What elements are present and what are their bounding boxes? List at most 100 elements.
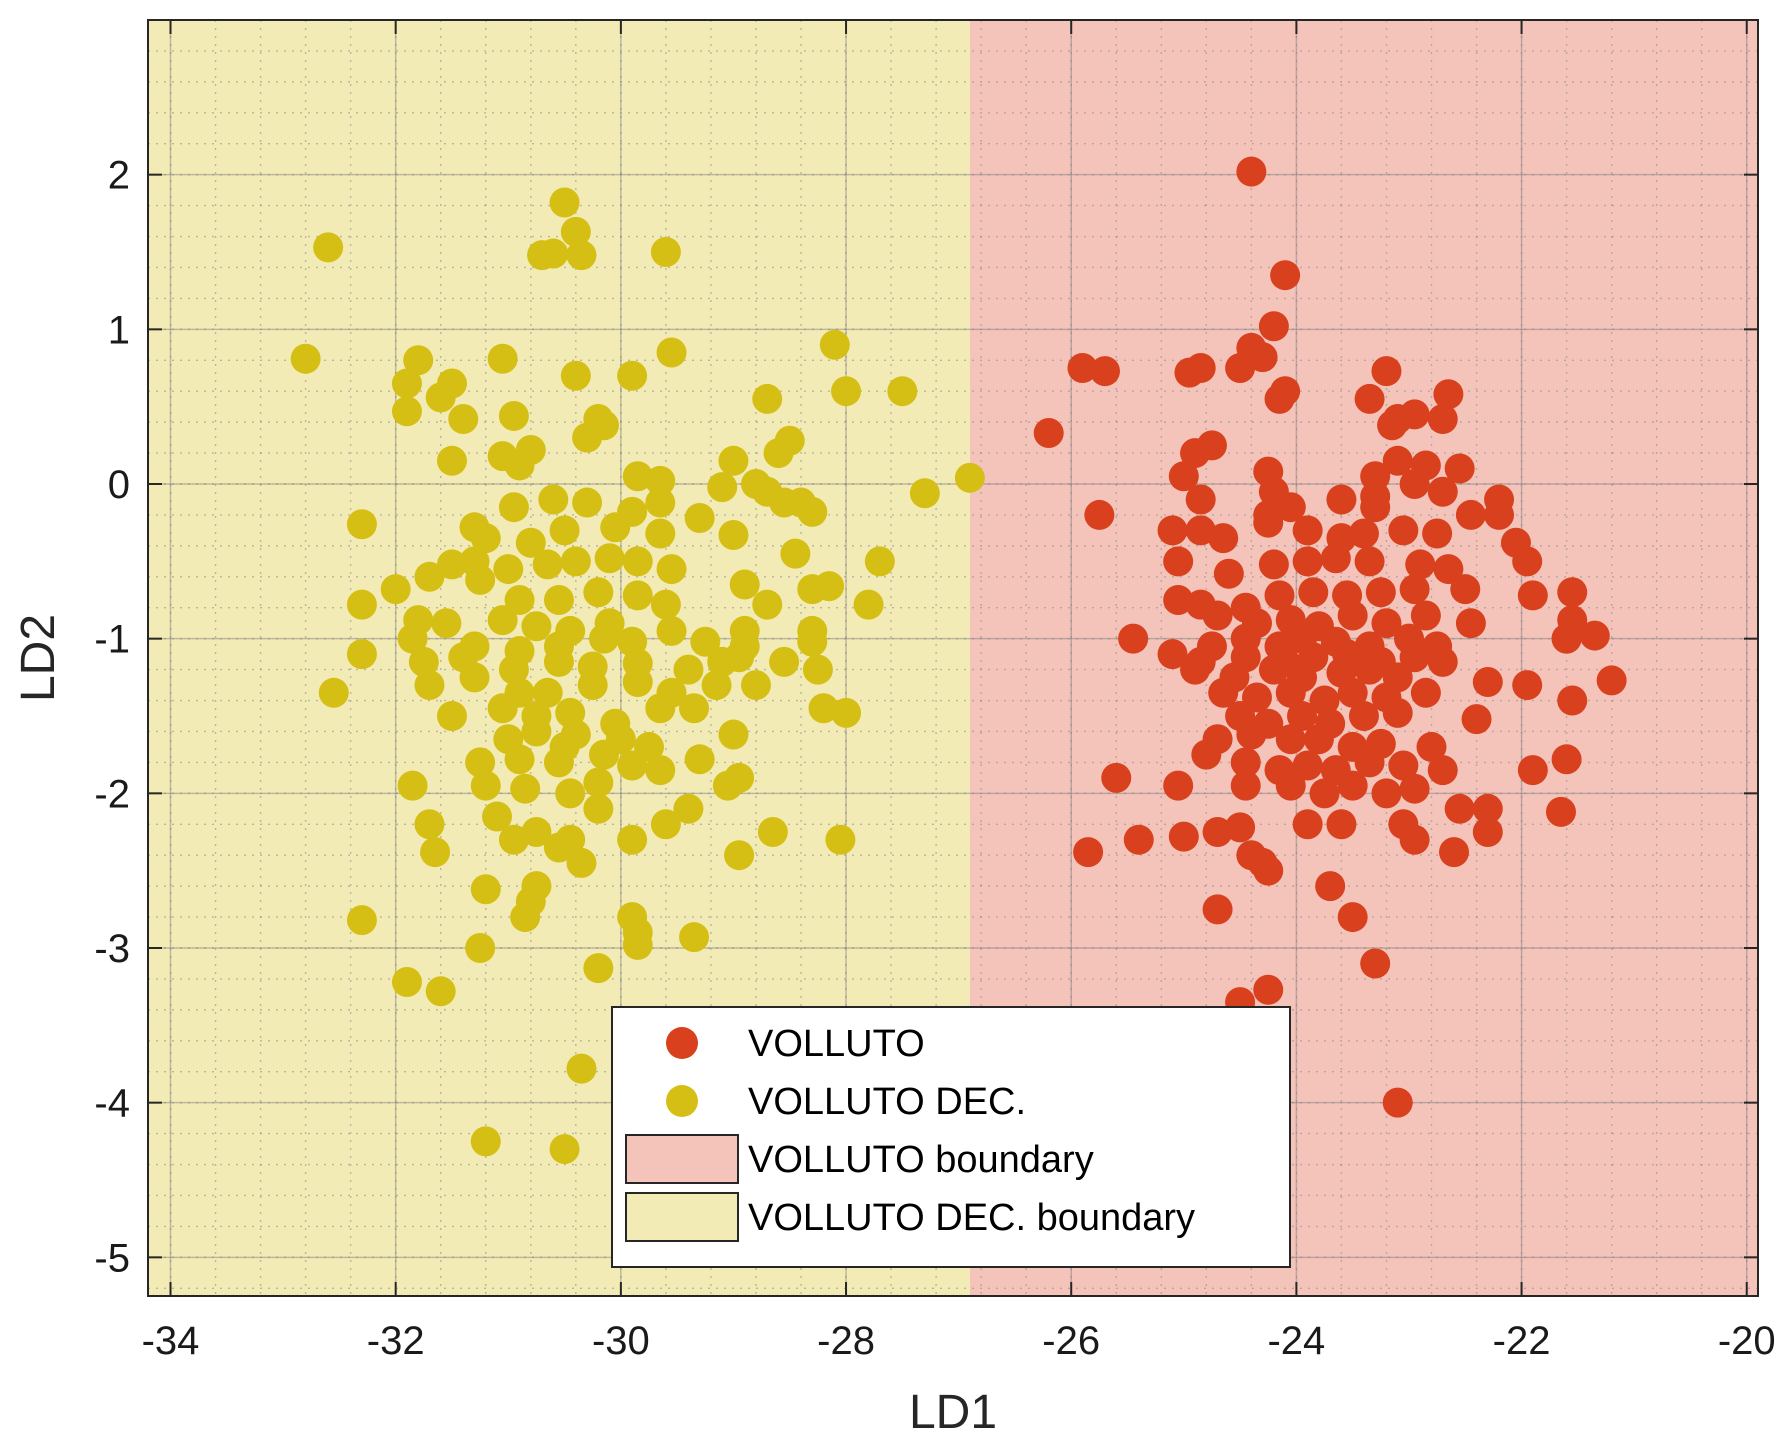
point-volluto (1444, 453, 1475, 484)
point-volluto-dec (769, 646, 800, 677)
point-volluto-dec (673, 654, 704, 685)
point-volluto (1270, 260, 1301, 291)
point-volluto (1163, 585, 1194, 615)
y-tick-label: 1 (108, 308, 130, 352)
point-volluto (1180, 438, 1211, 469)
point-volluto-dec (498, 824, 529, 855)
point-volluto-dec (510, 773, 541, 804)
point-volluto (1225, 353, 1256, 383)
point-volluto (1354, 383, 1385, 414)
point-volluto-dec (414, 809, 445, 840)
point-volluto (1551, 744, 1582, 775)
point-volluto (1472, 793, 1503, 824)
point-volluto-dec (538, 484, 569, 515)
point-volluto (1371, 608, 1402, 639)
point-volluto (1258, 549, 1289, 580)
point-volluto-dec (470, 770, 501, 801)
point-volluto (1326, 809, 1357, 840)
point-volluto-dec (645, 487, 676, 518)
point-volluto (1416, 731, 1447, 762)
point-volluto (1433, 379, 1464, 410)
point-volluto-dec (391, 396, 422, 427)
x-tick-label: -26 (1042, 1319, 1100, 1363)
point-volluto-dec (448, 404, 479, 435)
point-volluto (1067, 353, 1098, 383)
point-volluto-dec (482, 801, 513, 832)
point-volluto (1191, 739, 1222, 770)
point-volluto-dec (543, 646, 574, 677)
point-volluto-dec (470, 874, 501, 905)
point-volluto-dec (420, 837, 451, 868)
legend-label: VOLLUTO (748, 1023, 925, 1065)
point-volluto-dec (645, 465, 676, 496)
point-volluto-dec (819, 329, 850, 360)
point-volluto (1185, 484, 1216, 515)
point-volluto-dec (864, 546, 895, 577)
point-volluto (1377, 410, 1408, 441)
point-volluto (1371, 356, 1402, 387)
point-volluto-dec (690, 626, 721, 657)
point-volluto (1163, 546, 1194, 577)
point-volluto (1410, 677, 1441, 708)
point-volluto-dec (543, 747, 574, 778)
point-volluto-dec (954, 462, 985, 493)
major-grid (148, 20, 1758, 1296)
point-volluto-dec (724, 762, 755, 793)
point-volluto-dec (459, 662, 490, 693)
point-volluto-dec (684, 744, 715, 775)
y-tick-label: -1 (94, 618, 130, 662)
point-volluto-dec (566, 240, 597, 271)
point-volluto-dec (786, 487, 817, 518)
point-volluto-dec (498, 654, 529, 685)
point-volluto (1118, 623, 1149, 654)
point-volluto-dec (831, 697, 862, 728)
point-volluto (1236, 156, 1267, 187)
point-volluto-dec (583, 953, 614, 984)
point-volluto (1287, 701, 1318, 731)
point-volluto-dec (650, 809, 681, 840)
point-volluto (1455, 608, 1486, 639)
point-volluto (1388, 750, 1419, 781)
point-volluto-dec (701, 670, 732, 701)
point-volluto (1157, 515, 1188, 546)
point-volluto (1337, 770, 1368, 801)
point-volluto (1168, 461, 1199, 492)
point-volluto (1354, 654, 1385, 685)
point-volluto-dec (408, 646, 439, 677)
point-volluto (1399, 642, 1430, 673)
point-volluto-dec (600, 512, 631, 543)
legend-label: VOLLUTO boundary (748, 1139, 1094, 1181)
point-volluto-dec (346, 509, 377, 540)
point-volluto-dec (752, 383, 783, 414)
point-volluto-dec (532, 677, 563, 708)
point-volluto (1326, 484, 1357, 515)
point-volluto (1382, 1087, 1413, 1118)
point-volluto-dec (808, 693, 839, 724)
point-volluto (1596, 665, 1627, 696)
legend-entry: VOLLUTO DEC. (666, 1081, 1026, 1123)
point-volluto (1517, 755, 1548, 786)
point-volluto-dec (436, 445, 467, 476)
x-tick-label: -28 (817, 1319, 875, 1363)
point-volluto-dec (656, 615, 687, 646)
point-volluto-dec (465, 564, 496, 595)
point-volluto-dec (622, 461, 653, 492)
x-tick-label: -32 (367, 1319, 425, 1363)
point-volluto (1185, 353, 1216, 383)
point-volluto-dec (549, 515, 580, 546)
point-volluto-dec (431, 608, 462, 639)
point-volluto-dec (583, 793, 614, 824)
point-volluto-dec (414, 561, 445, 592)
point-volluto (1399, 824, 1430, 855)
legend[interactable]: VOLLUTO VOLLUTO DEC. VOLLUTO boundary VOLLU… (611, 1006, 1291, 1268)
point-volluto-dec (617, 750, 648, 781)
point-volluto-dec (588, 410, 619, 441)
point-volluto (1213, 558, 1244, 589)
point-volluto-dec (425, 382, 456, 413)
point-volluto (1123, 824, 1154, 855)
point-volluto (1292, 750, 1323, 781)
point-volluto (1427, 476, 1458, 507)
point-volluto-dec (887, 376, 918, 407)
point-volluto (1202, 817, 1233, 847)
legend-entry: VOLLUTO (666, 1023, 925, 1065)
